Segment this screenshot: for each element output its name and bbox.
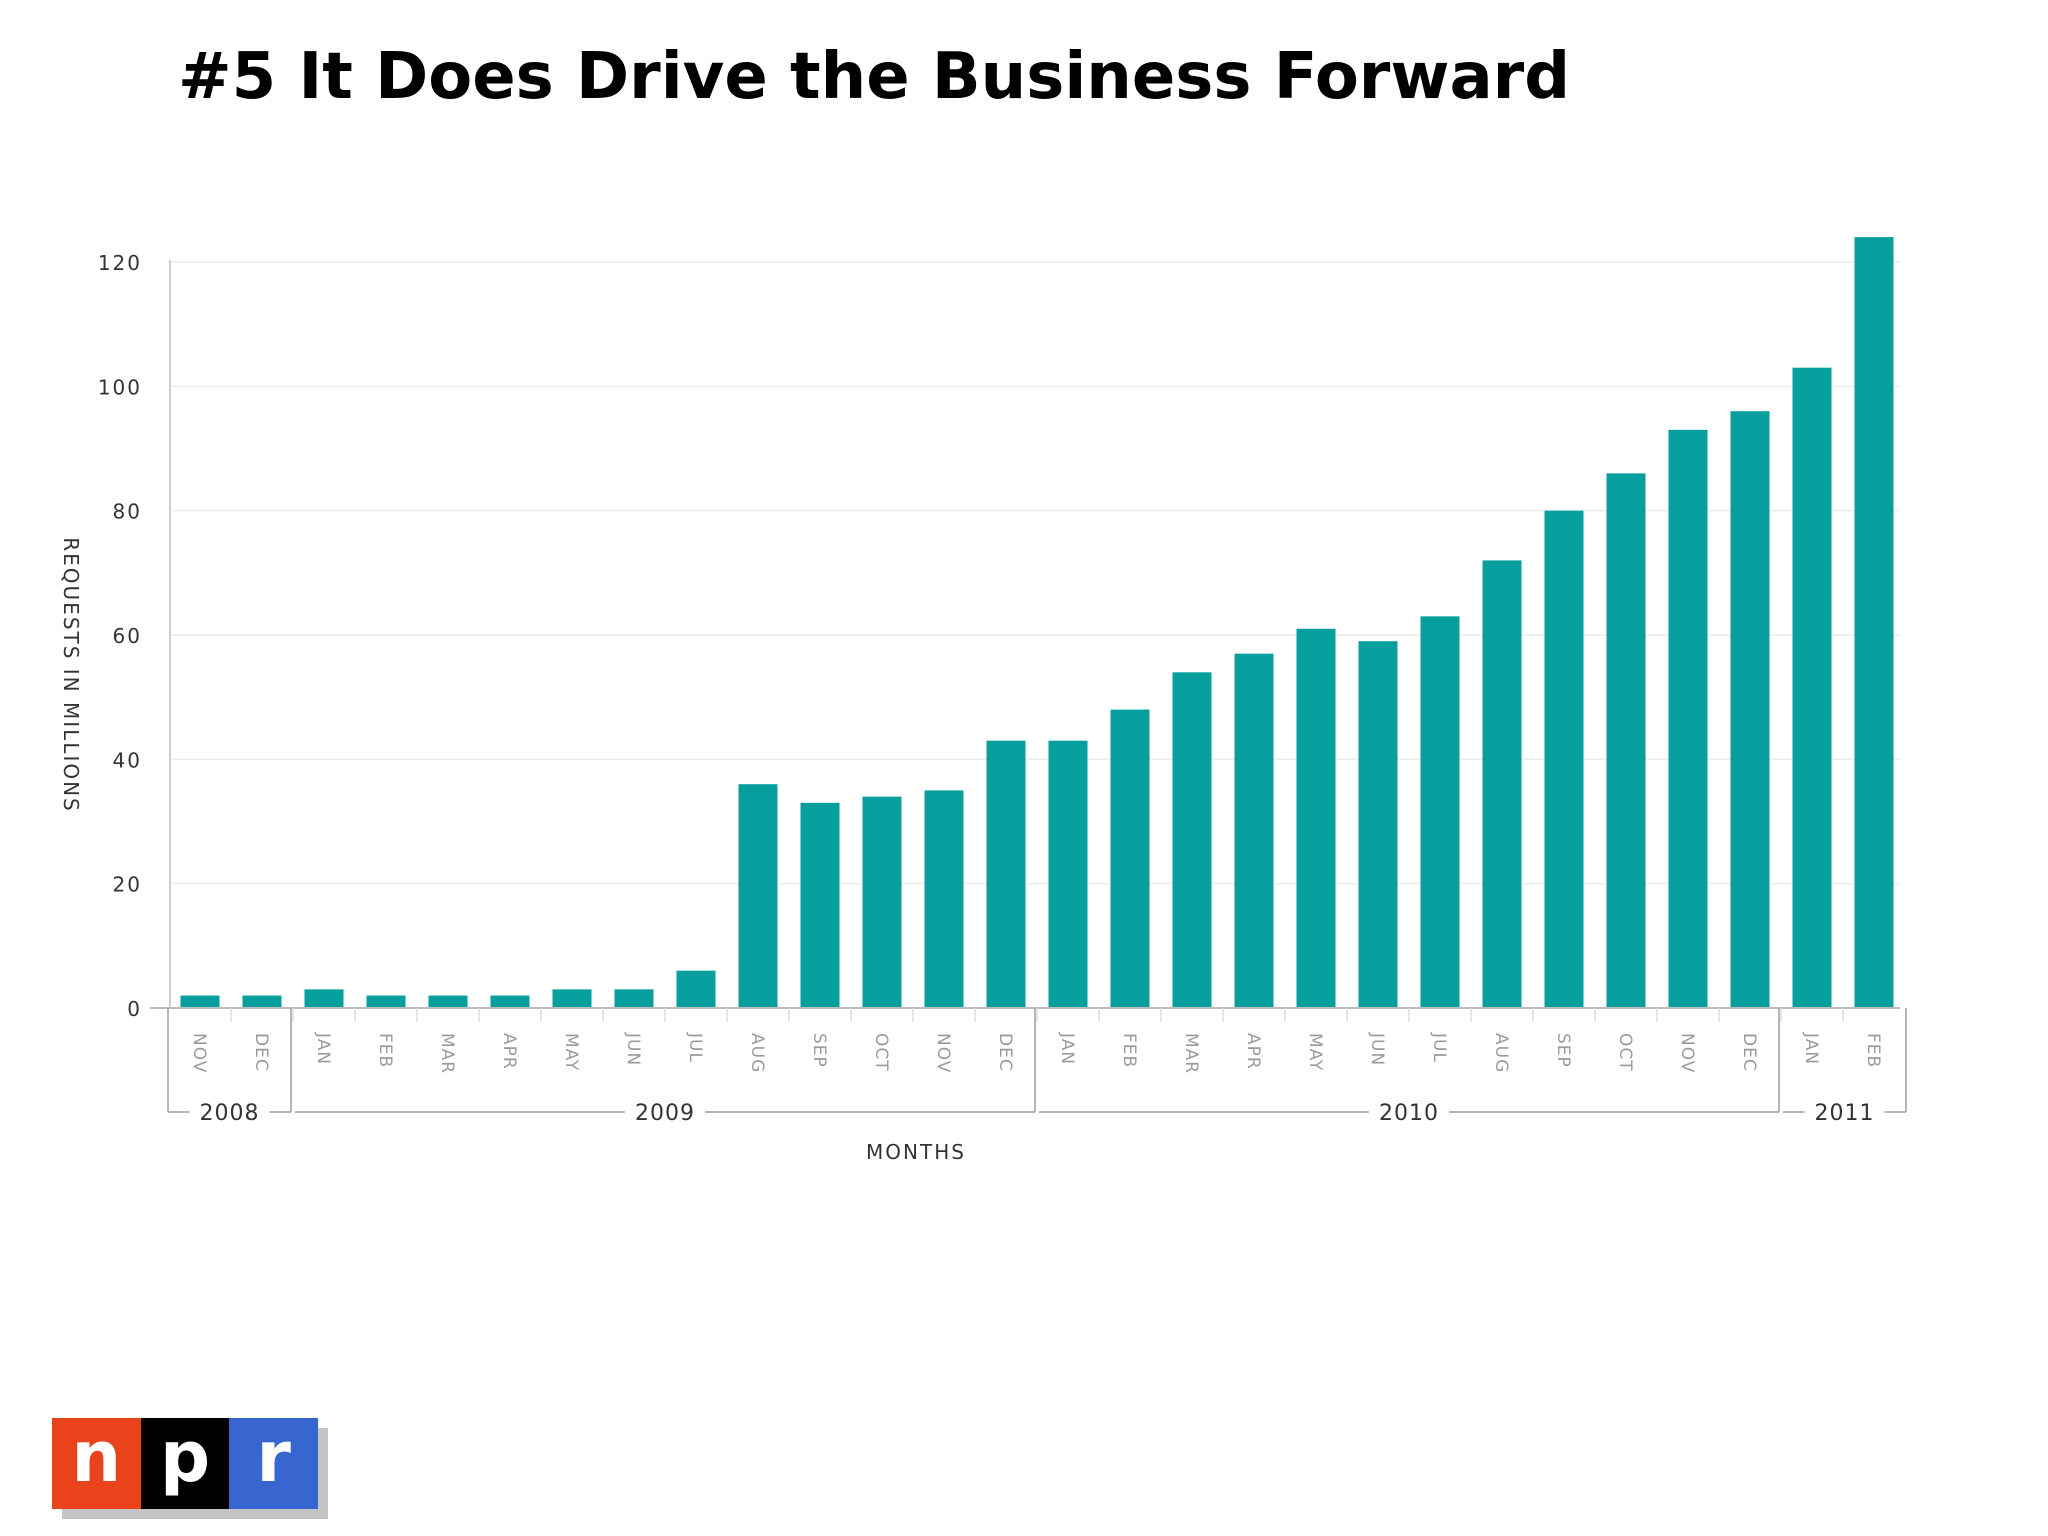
x-tick-label: JAN [1801, 1032, 1821, 1065]
bar [738, 784, 778, 1008]
grid-lines [170, 261, 1900, 885]
bar [800, 802, 840, 1008]
x-axis-label: MONTHS [866, 1140, 966, 1164]
y-tick-label: 20 [113, 873, 142, 897]
x-tick-label: NOV [933, 1033, 953, 1073]
y-tick-label: 0 [127, 997, 142, 1021]
bar [862, 796, 902, 1008]
x-axis: NOV DEC JAN FEB MAR APR MAY JUN JUL AUG SEP OCT NOV D… [150, 1007, 1900, 1074]
slide-title: #5 It Does Drive the Business Forward [178, 40, 1571, 114]
bar [180, 995, 220, 1008]
x-tick-label: NOV [189, 1033, 209, 1073]
bar [304, 989, 344, 1008]
bar [1358, 641, 1398, 1008]
x-tick-label: JUN [623, 1032, 643, 1066]
logo-letter-r: r [229, 1418, 319, 1509]
year-label: 2009 [635, 1101, 695, 1126]
bar [1482, 560, 1522, 1008]
x-tick-label: MAR [437, 1033, 457, 1074]
bar [1668, 429, 1708, 1009]
year-groups: 2008 2009 2010 2011 [167, 1008, 1907, 1126]
x-tick-label: MAY [561, 1033, 581, 1071]
year-label: 2011 [1815, 1101, 1875, 1126]
x-tick-label: JUL [1429, 1032, 1449, 1063]
x-tick-label: MAY [1305, 1033, 1325, 1071]
x-tick-label: APR [1243, 1033, 1263, 1070]
bar [1110, 709, 1150, 1008]
x-tick-label: JUL [685, 1032, 705, 1063]
bar [366, 995, 406, 1008]
x-tick-label: APR [499, 1033, 519, 1070]
x-tick-label: AUG [747, 1033, 767, 1073]
y-tick-label: 60 [113, 624, 142, 648]
x-tick-label: AUG [1491, 1033, 1511, 1073]
x-tick-label: MAR [1181, 1033, 1201, 1074]
npr-logo: n p r [52, 1418, 319, 1509]
bar [1420, 616, 1460, 1008]
y-tick-label: 100 [98, 375, 142, 399]
bar [676, 970, 716, 1008]
x-tick-label: DEC [1739, 1033, 1759, 1072]
x-tick-label: FEB [375, 1033, 395, 1068]
bar [1792, 367, 1832, 1008]
bar [1854, 237, 1894, 1009]
year-label: 2008 [200, 1101, 260, 1126]
year-label: 2010 [1379, 1101, 1439, 1126]
bar [1606, 473, 1646, 1008]
bar [614, 989, 654, 1008]
bar [490, 995, 530, 1008]
x-tick-label: JUN [1367, 1032, 1387, 1066]
x-tick-label: DEC [251, 1033, 271, 1072]
x-tick-label: JAN [313, 1032, 333, 1065]
logo-letter-p: p [140, 1418, 230, 1509]
y-tick-label: 40 [113, 748, 142, 772]
y-axis-label: REQUESTS IN MILLIONS [59, 537, 83, 812]
x-tick-label: OCT [1615, 1033, 1635, 1072]
x-tick-label: NOV [1677, 1033, 1697, 1073]
bars [180, 237, 1894, 1009]
bar [986, 740, 1026, 1008]
x-tick-label: DEC [995, 1033, 1015, 1072]
x-tick-label: SEP [809, 1033, 829, 1068]
logo-letter-n: n [52, 1418, 141, 1509]
y-axis: 0 20 40 60 80 100 120 [98, 251, 171, 1021]
bar [924, 790, 964, 1008]
bar [1544, 510, 1584, 1008]
x-tick-label: FEB [1863, 1033, 1883, 1068]
bar [1048, 740, 1088, 1008]
y-tick-label: 80 [113, 500, 142, 524]
bar [242, 995, 282, 1008]
bar [1730, 411, 1770, 1008]
x-tick-label: SEP [1553, 1033, 1573, 1068]
bar [1172, 672, 1212, 1008]
bar [1234, 653, 1274, 1008]
bar [552, 989, 592, 1008]
y-tick-label: 120 [98, 251, 142, 275]
bar [428, 995, 468, 1008]
x-tick-label: OCT [871, 1033, 891, 1072]
bar [1296, 628, 1336, 1008]
x-tick-label: JAN [1057, 1032, 1077, 1065]
x-tick-label: FEB [1119, 1033, 1139, 1068]
